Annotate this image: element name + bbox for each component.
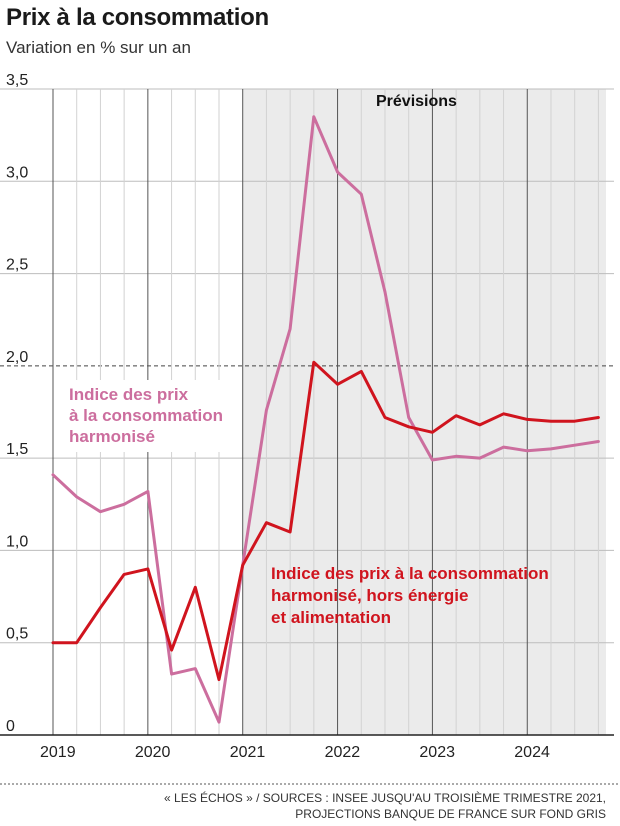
series-label-bg-1 [62,380,242,452]
source-line-2: PROJECTIONS BANQUE DE FRANCE SUR FOND GR… [295,807,606,821]
series-line-1 [51,115,600,724]
y-tick-label: 1,5 [6,441,28,458]
chart-title: Prix à la consommation [6,4,269,31]
forecast-region [242,89,606,735]
chart-subtitle: Variation en % sur un an [6,38,191,57]
series-label-2: et alimentation [271,608,391,627]
y-tick-label: 0 [6,718,15,735]
series-label-1: harmonisé [69,427,155,446]
y-tick-label: 0,5 [6,626,28,643]
series-label-1: à la consommation [69,406,223,425]
x-tick-label: 2019 [40,744,76,761]
y-tick-label: 2,5 [6,257,28,274]
series-label-2: Indice des prix à la consommation [271,564,549,583]
y-tick-label: 3,5 [6,72,28,89]
y-tick-label: 2,0 [6,349,28,366]
x-tick-label: 2021 [230,744,266,761]
line-chart: Prévisions Indice des prix à la consommati… [0,72,620,785]
x-tick-label: 2020 [135,744,171,761]
x-tick-label: 2023 [419,744,455,761]
series-label-1: Indice des prix [69,385,189,404]
y-tick-label: 1,0 [6,533,28,550]
series-label-2: harmonisé, hors énergie [271,586,468,605]
source-line-1: « LES ÉCHOS » / SOURCES : INSEE JUSQU'AU… [164,791,606,805]
series-line-2 [51,360,600,682]
forecast-label: Prévisions [376,93,457,110]
x-tick-label: 2022 [325,744,361,761]
x-tick-label: 2024 [514,744,550,761]
source-footnote: « LES ÉCHOS » / SOURCES : INSEE JUSQU'AU… [164,790,606,822]
y-tick-label: 3,0 [6,164,28,181]
